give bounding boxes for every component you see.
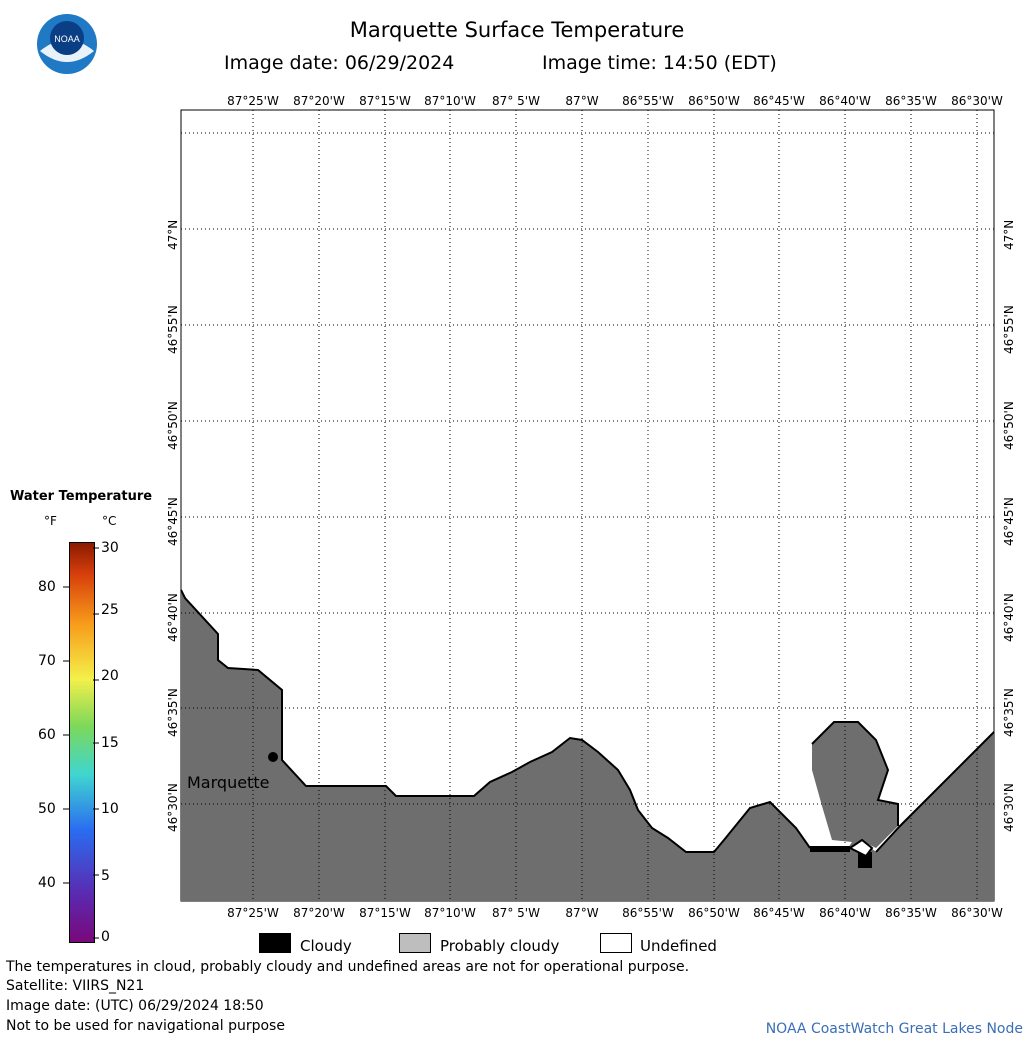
coastline bbox=[180, 589, 811, 853]
cloudy-pixels bbox=[810, 846, 850, 852]
colorbar-tick-c: 0 bbox=[101, 929, 110, 945]
legend-label-undefined: Undefined bbox=[640, 937, 717, 955]
lon-label-top: 87°15'W bbox=[359, 94, 411, 108]
lat-label-left: 46°35'N bbox=[166, 688, 180, 737]
cloudy-pixels-2 bbox=[858, 852, 872, 868]
colorbar-tick-c: 20 bbox=[101, 668, 119, 684]
lon-label-bottom: 86°40'W bbox=[819, 906, 871, 920]
map-canvas bbox=[180, 109, 995, 902]
lon-label-bottom: 87°W bbox=[565, 906, 599, 920]
lon-label-bottom: 86°30'W bbox=[951, 906, 1003, 920]
lon-label-top: 87°25'W bbox=[227, 94, 279, 108]
city-label: Marquette bbox=[187, 773, 270, 792]
legend-swatch-probably-cloudy bbox=[399, 933, 431, 953]
lon-label-bottom: 87°15'W bbox=[359, 906, 411, 920]
colorbar-tick-f: 70 bbox=[38, 653, 56, 669]
footer-satellite: Satellite: VIIRS_N21 bbox=[6, 978, 145, 994]
footer-utc-date: Image date: (UTC) 06/29/2024 18:50 bbox=[6, 998, 264, 1014]
lon-label-top: 86°55'W bbox=[622, 94, 674, 108]
lat-label-right: 46°35'N bbox=[1002, 688, 1016, 737]
lon-label-bottom: 87°25'W bbox=[227, 906, 279, 920]
footer-nav-warning: Not to be used for navigational purpose bbox=[6, 1018, 285, 1034]
lat-label-right: 47°N bbox=[1002, 219, 1016, 250]
logo-text: NOAA bbox=[54, 34, 80, 44]
lon-label-top: 86°50'W bbox=[688, 94, 740, 108]
lon-label-bottom: 86°35'W bbox=[885, 906, 937, 920]
page-title: Marquette Surface Temperature bbox=[349, 18, 685, 42]
colorbar-ticks bbox=[63, 547, 99, 939]
lon-label-top: 87°10'W bbox=[424, 94, 476, 108]
lon-label-bottom: 86°45'W bbox=[753, 906, 805, 920]
lat-label-left: 46°45'N bbox=[166, 497, 180, 546]
lon-label-top: 86°40'W bbox=[819, 94, 871, 108]
image-time-label: Image time: 14:50 (EDT) bbox=[542, 52, 777, 74]
lat-label-left: 46°30'N bbox=[166, 783, 180, 832]
colorbar-tick-f: 40 bbox=[38, 875, 56, 891]
lon-label-top: 87°W bbox=[565, 94, 599, 108]
lon-label-bottom: 86°55'W bbox=[622, 906, 674, 920]
island-coast bbox=[811, 721, 899, 826]
lon-label-top: 86°30'W bbox=[951, 94, 1003, 108]
lon-label-top: 87° 5'W bbox=[492, 94, 540, 108]
colorbar-tick-f: 50 bbox=[38, 801, 56, 817]
image-date-label: Image date: 06/29/2024 bbox=[224, 52, 455, 74]
colorbar-tick-f: 80 bbox=[38, 579, 56, 595]
colorbar-tick-c: 5 bbox=[101, 868, 110, 884]
lon-label-top: 86°45'W bbox=[753, 94, 805, 108]
footer-note: The temperatures in cloud, probably clou… bbox=[6, 959, 690, 975]
undefined-pixels bbox=[848, 838, 874, 858]
colorbar-tick-c: 25 bbox=[101, 602, 119, 618]
legend-label-probably-cloudy: Probably cloudy bbox=[440, 937, 560, 955]
lat-label-left: 46°40'N bbox=[166, 593, 180, 642]
colorbar-tick-f: 60 bbox=[38, 727, 56, 743]
coastline-east bbox=[875, 731, 995, 853]
lon-label-bottom: 87°10'W bbox=[424, 906, 476, 920]
noaa-logo: NOAA bbox=[36, 13, 98, 75]
legend-swatch-undefined bbox=[600, 933, 632, 953]
legend-label-cloudy: Cloudy bbox=[300, 937, 352, 955]
lat-label-right: 46°40'N bbox=[1002, 593, 1016, 642]
lat-label-right: 46°55'N bbox=[1002, 305, 1016, 354]
lon-label-top: 86°35'W bbox=[885, 94, 937, 108]
island bbox=[812, 722, 898, 848]
lat-label-left: 47°N bbox=[166, 219, 180, 250]
lon-label-bottom: 86°50'W bbox=[688, 906, 740, 920]
colorbar-unit-f: °F bbox=[44, 514, 57, 528]
lat-label-left: 46°55'N bbox=[166, 305, 180, 354]
colorbar-title: Water Temperature bbox=[10, 489, 153, 504]
lat-label-right: 46°50'N bbox=[1002, 401, 1016, 450]
legend-swatch-cloudy bbox=[259, 933, 291, 953]
colorbar-unit-c: °C bbox=[102, 514, 117, 528]
colorbar-tick-c: 30 bbox=[101, 540, 119, 556]
lon-label-bottom: 87°20'W bbox=[293, 906, 345, 920]
lat-label-right: 46°30'N bbox=[1002, 783, 1016, 832]
lat-label-left: 46°50'N bbox=[166, 401, 180, 450]
colorbar-tick-c: 15 bbox=[101, 735, 119, 751]
marquette-marker bbox=[268, 752, 278, 762]
lon-label-bottom: 87° 5'W bbox=[492, 906, 540, 920]
lon-label-top: 87°20'W bbox=[293, 94, 345, 108]
colorbar-tick-c: 10 bbox=[101, 801, 119, 817]
footer-credit: NOAA CoastWatch Great Lakes Node bbox=[765, 1021, 1023, 1037]
lat-label-right: 46°45'N bbox=[1002, 497, 1016, 546]
